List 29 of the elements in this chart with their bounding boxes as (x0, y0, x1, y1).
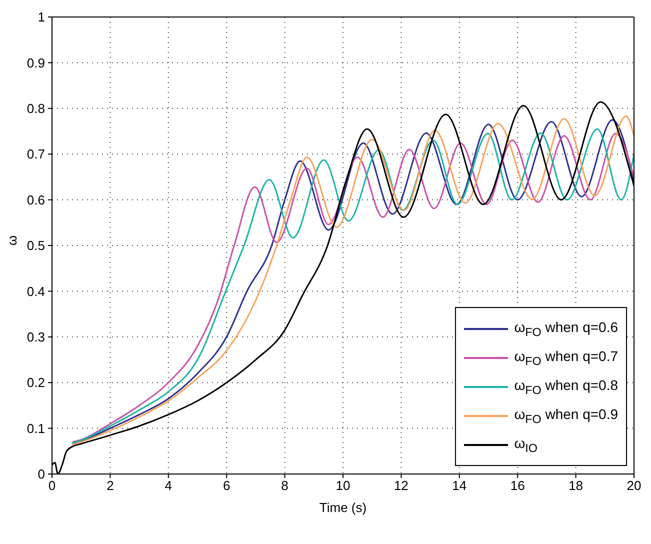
legend-label: ω$_{FO}$ when q=0.8 (514, 376, 618, 396)
x-tick-label: 8 (281, 478, 288, 494)
x-axis-title: Time (s) (319, 500, 367, 515)
y-tick-label: 0.3 (26, 330, 45, 345)
x-tick-label: 16 (510, 478, 525, 494)
y-tick-label: 0.6 (26, 192, 45, 208)
x-tick-label: 14 (452, 478, 467, 494)
y-axis-title: ω (4, 235, 20, 246)
x-tick-label: 20 (626, 478, 642, 494)
legend-label: ω$_{FO}$ when q=0.9 (514, 406, 618, 426)
x-tick-label: 6 (222, 478, 230, 494)
x-tick-label: 4 (164, 478, 172, 494)
legend-label: ω$_{IO}$ (514, 434, 538, 454)
y-tick-label: 0.1 (26, 420, 45, 436)
y-tick-label: 0 (38, 466, 45, 482)
x-tick-label: 10 (336, 478, 350, 494)
y-tick-label: 0.2 (26, 375, 45, 390)
x-tick-label: 18 (568, 478, 584, 494)
y-tick-label: 0.9 (26, 55, 45, 70)
x-tick-label: 0 (48, 478, 56, 494)
legend-label: ω$_{FO}$ when q=0.7 (514, 348, 618, 368)
y-tick-label: 0.5 (26, 238, 45, 254)
y-tick-label: 0.4 (26, 284, 45, 299)
legend-label: ω$_{FO}$ when q=0.6 (514, 318, 618, 338)
y-tick-label: 0.7 (26, 146, 45, 162)
x-tick-label: 12 (394, 478, 408, 494)
y-tick-label: 0.8 (26, 101, 45, 116)
x-tick-label: 2 (106, 478, 114, 494)
y-tick-label: 1 (38, 10, 45, 25)
